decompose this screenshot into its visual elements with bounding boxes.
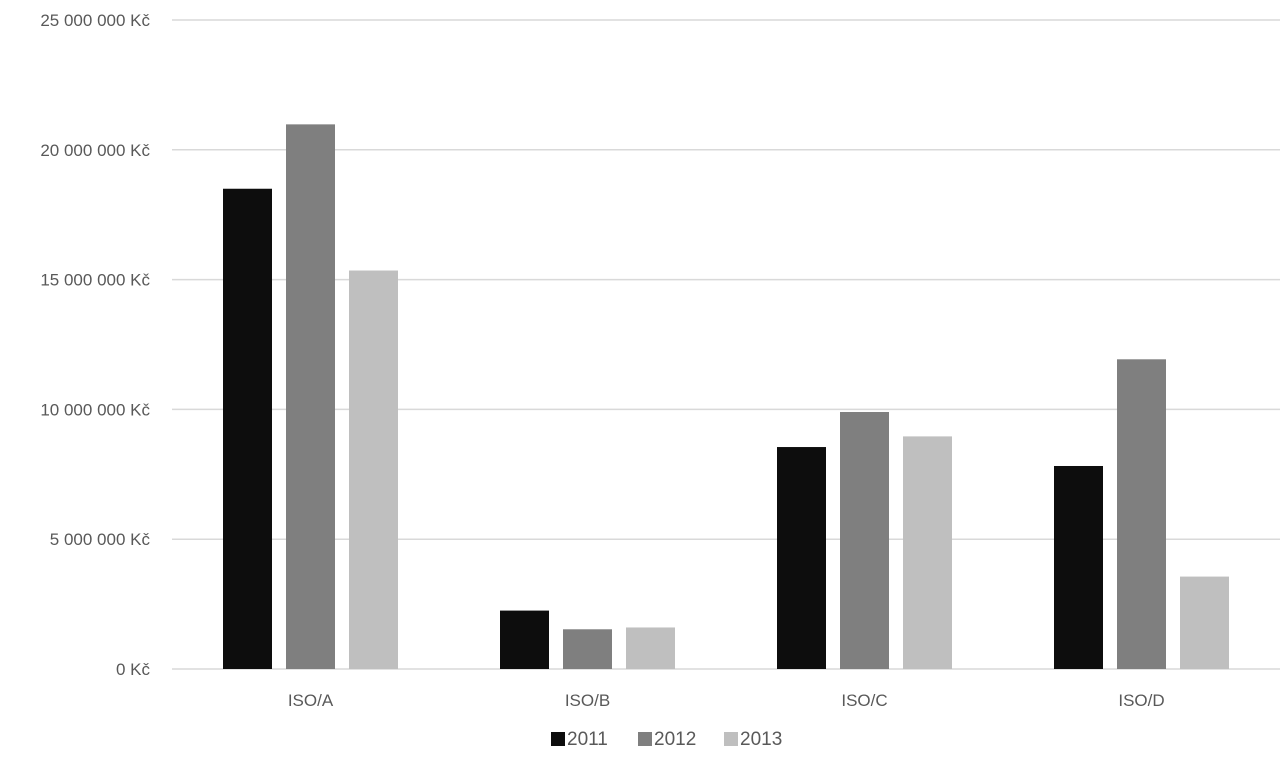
legend-swatch [724, 732, 738, 746]
y-tick-label: 5 000 000 Kč [50, 530, 151, 549]
x-tick-label: ISO/D [1118, 691, 1164, 710]
bar-2013-iso-c [903, 436, 952, 669]
legend-item-2011: 2011 [551, 729, 608, 750]
y-tick-label: 15 000 000 Kč [40, 271, 150, 290]
bar-2011-iso-d [1054, 465, 1103, 669]
bar-2012-iso-d [1117, 359, 1166, 669]
legend-label: 2012 [654, 729, 696, 750]
bar-2013-iso-a [349, 270, 398, 669]
bar-2012-iso-c [840, 411, 889, 669]
bar-2011-iso-a [223, 188, 272, 670]
legend-swatch [551, 732, 565, 746]
x-axis-tick-labels: ISO/A ISO/B ISO/C ISO/D [288, 691, 1165, 710]
bar-2012-iso-a [286, 124, 335, 670]
y-tick-label: 20 000 000 Kč [40, 141, 150, 160]
x-tick-label: ISO/B [565, 691, 610, 710]
bars [223, 124, 1229, 670]
bar-2011-iso-b [500, 610, 549, 669]
y-axis-tick-labels: 0 Kč 5 000 000 Kč 10 000 000 Kč 15 000 000 … [40, 11, 150, 679]
x-tick-label: ISO/A [288, 691, 334, 710]
bar-2013-iso-b [626, 627, 675, 669]
y-tick-label: 0 Kč [116, 660, 151, 679]
legend-label: 2011 [567, 729, 608, 750]
legend-item-2013: 2013 [724, 729, 782, 750]
legend-swatch [638, 732, 652, 746]
bar-2012-iso-b [563, 629, 612, 669]
legend-item-2012: 2012 [638, 729, 696, 750]
legend: 2011 2012 2013 [551, 729, 782, 750]
legend-label: 2013 [740, 729, 782, 750]
y-tick-label: 25 000 000 Kč [40, 11, 150, 30]
y-tick-label: 10 000 000 Kč [40, 400, 150, 419]
gridlines [172, 19, 1280, 670]
bar-2013-iso-d [1180, 576, 1229, 669]
x-tick-label: ISO/C [841, 691, 887, 710]
bar-2011-iso-c [777, 447, 826, 669]
